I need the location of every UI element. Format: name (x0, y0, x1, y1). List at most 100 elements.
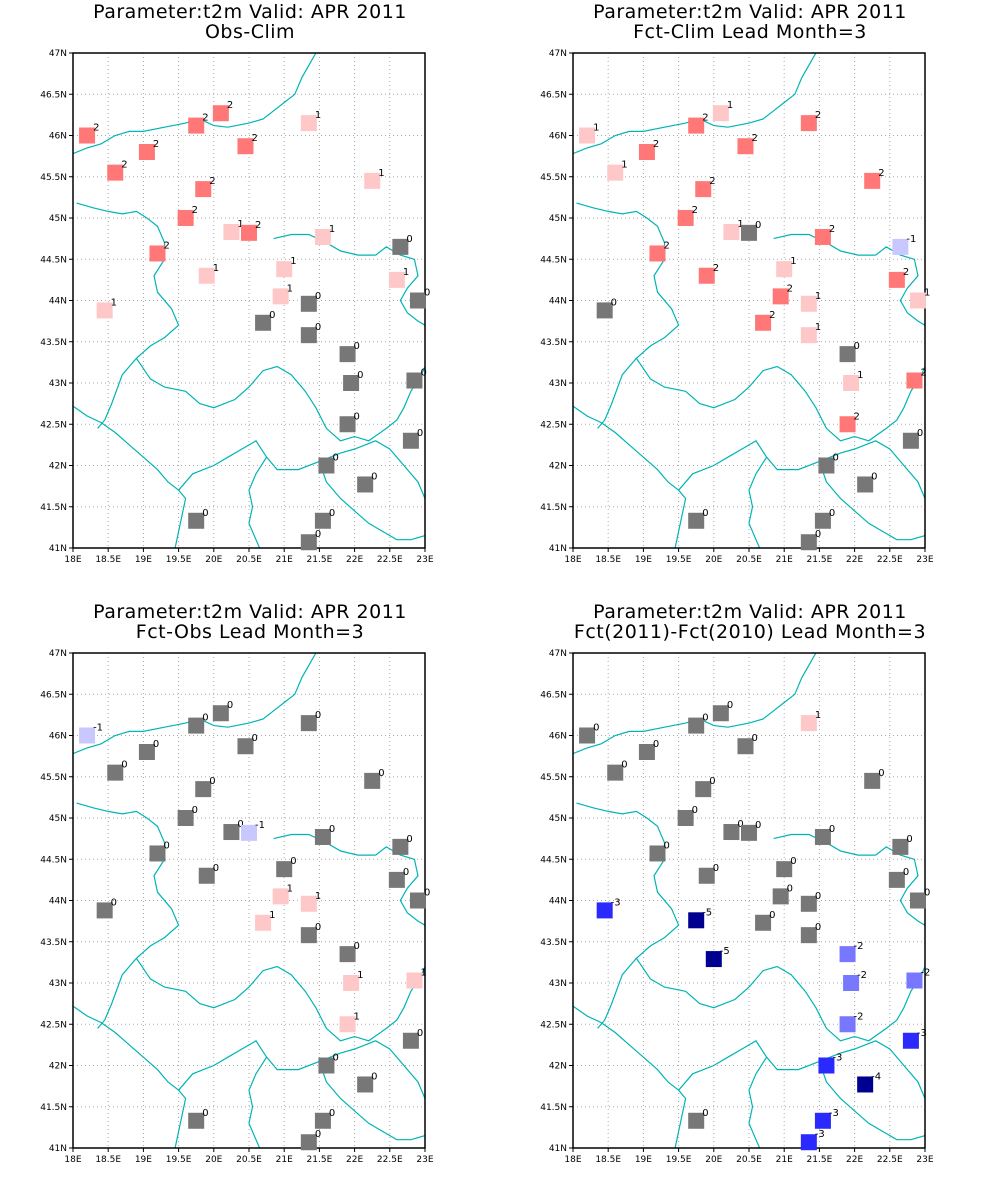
y-tick-label: 41.5N (40, 503, 67, 513)
station-marker (607, 764, 624, 781)
y-tick-label: 41N (49, 544, 67, 554)
x-tick-label: 19E (135, 555, 152, 565)
station-value-label: 0 (371, 1071, 377, 1082)
station-value-label: 2 (854, 411, 860, 422)
station-value-label: 0 (769, 910, 775, 921)
station-value-label: 1 (737, 219, 743, 230)
station-value-label: 2 (121, 160, 127, 171)
station-value-label: 0 (315, 291, 321, 302)
station-marker (343, 375, 360, 391)
station-value-label: -2 (920, 968, 930, 979)
x-tick-label: 21E (276, 1155, 293, 1165)
station-value-label: -5 (702, 907, 712, 918)
station-value-label: 0 (815, 891, 821, 902)
station-value-label: 2 (829, 224, 835, 235)
panel-subtitle: Fct-Obs Lead Month=3 (135, 621, 365, 643)
station-value-label: 1 (815, 710, 821, 721)
x-tick-label: 23E (416, 555, 433, 565)
station-value-label: 1 (403, 267, 409, 278)
station-value-label: 0 (371, 471, 377, 482)
station-map: 18E 18.5E 19E 19.5E 20E 20.5E 21E 21.5E 22E 22.5E… (540, 49, 934, 565)
x-tick-label: 21E (776, 555, 793, 565)
station-marker (138, 744, 155, 760)
station-value-label: 1 (237, 219, 243, 230)
panel-title: Parameter:t2m Valid: APR 2011 (593, 601, 907, 623)
station-marker (314, 828, 331, 845)
x-tick-label: 22E (846, 555, 863, 565)
country-border (678, 1039, 925, 1099)
station-value-label: -1 (906, 234, 916, 245)
y-tick-label: 42N (549, 1062, 567, 1072)
y-tick-label: 42.5N (540, 1020, 567, 1030)
station-value-label: 0 (315, 1129, 321, 1140)
x-tick-label: 18.5E (95, 1155, 121, 1165)
y-tick-label: 46.5N (40, 90, 67, 100)
station-value-label: 1 (287, 283, 293, 294)
station-marker (392, 238, 409, 255)
station-value-label: 0 (727, 700, 733, 711)
country-border (318, 1061, 425, 1141)
station-value-label: 0 (424, 288, 430, 299)
station-marker (318, 457, 335, 474)
station-marker (339, 416, 356, 433)
station-value-label: 0 (653, 739, 659, 750)
station-value-label: 2 (920, 368, 926, 379)
station-marker (195, 181, 212, 198)
station-value-label: 2 (702, 113, 708, 124)
x-tick-label: 21.5E (307, 555, 333, 565)
y-tick-label: 46N (49, 132, 67, 142)
station-marker (402, 432, 419, 449)
station-value-label: 1 (315, 110, 321, 121)
station-value-label: -5 (720, 946, 730, 957)
x-tick-label: 23E (916, 555, 933, 565)
station-map: 18E 18.5E 19E 19.5E 20E 20.5E 21E 21.5E 22E 22.5E… (40, 649, 434, 1165)
station-value-label: -3 (611, 897, 621, 908)
x-tick-label: 20E (205, 1155, 222, 1165)
station-marker (388, 271, 405, 288)
station-marker (649, 245, 666, 262)
station-marker (237, 138, 254, 155)
station-marker (255, 914, 272, 931)
station-marker (892, 838, 909, 855)
x-tick-label: 20E (705, 555, 722, 565)
y-tick-label: 45.5N (540, 773, 567, 783)
station-value-label: 1 (329, 224, 335, 235)
station-value-label: 0 (417, 428, 423, 439)
station-marker (695, 781, 712, 798)
station-marker (698, 867, 715, 884)
station-value-label: -2 (854, 941, 864, 952)
station-marker (300, 927, 317, 944)
x-tick-label: 23E (916, 1155, 933, 1165)
panel-title: Parameter:t2m Valid: APR 2011 (593, 1, 907, 23)
station-value-label: 2 (692, 205, 698, 216)
x-tick-label: 19E (635, 555, 652, 565)
station-marker (677, 210, 694, 226)
station-marker (272, 888, 289, 905)
y-tick-label: 44.5N (540, 255, 567, 265)
station-value-label: -2 (857, 970, 867, 981)
country-border (818, 461, 925, 541)
station-value-label: 0 (871, 471, 877, 482)
y-tick-label: 45.5N (40, 773, 67, 783)
station-marker (300, 115, 317, 132)
country-border (573, 653, 817, 755)
station-marker (892, 238, 909, 255)
station-marker (300, 895, 317, 912)
station-value-label: -3 (832, 1053, 842, 1064)
station-value-label: 1 (790, 256, 796, 267)
station-value-label: 1 (315, 891, 321, 902)
station-marker (839, 346, 856, 363)
x-tick-label: 22.5E (877, 555, 903, 565)
station-value-label: 1 (593, 123, 599, 134)
station-value-label: 0 (790, 856, 796, 867)
station-value-label: 1 (621, 160, 627, 171)
station-value-label: 1 (111, 297, 117, 308)
country-border (318, 461, 425, 541)
station-value-label: 0 (702, 508, 708, 519)
station-value-label: 2 (255, 220, 261, 231)
station-marker (723, 824, 740, 841)
y-tick-label: 42N (549, 462, 567, 472)
y-tick-label: 43.5N (540, 938, 567, 948)
y-tick-label: 46.5N (40, 690, 67, 700)
y-tick-label: 46N (549, 132, 567, 142)
